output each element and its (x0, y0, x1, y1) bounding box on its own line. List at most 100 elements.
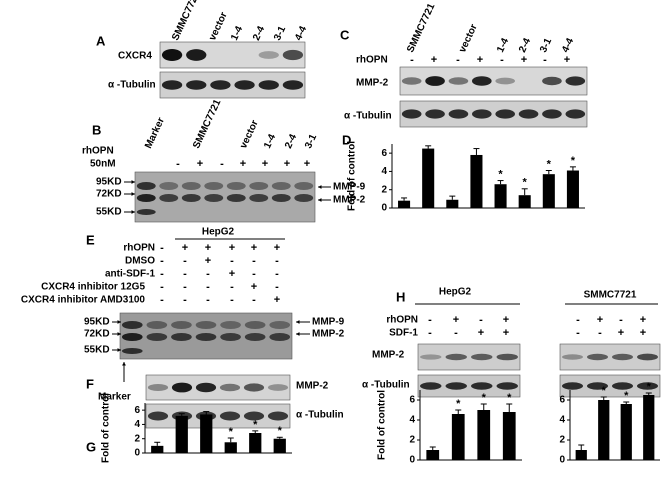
cell-label: HepG2 (439, 287, 472, 298)
panel-label: B (92, 122, 101, 137)
sign: - (160, 242, 164, 254)
lane-label: 3-1 (538, 36, 554, 54)
arrow-head (296, 320, 300, 324)
sign: - (598, 327, 602, 339)
y-tick-label: 2 (409, 435, 415, 446)
band (612, 353, 633, 361)
band (226, 182, 246, 190)
sign: - (619, 314, 623, 326)
band (445, 382, 467, 390)
band-label: MMP-9 (312, 317, 345, 328)
arrow-head (296, 332, 300, 336)
sign: - (220, 158, 224, 170)
lane-label: 1-4 (229, 24, 245, 42)
arrow-head (318, 198, 322, 202)
band (282, 80, 304, 90)
band (146, 321, 168, 329)
sign: - (410, 54, 414, 66)
sign: + (262, 158, 268, 170)
sign: - (428, 327, 432, 339)
band (425, 76, 445, 86)
y-tick-label: 4 (409, 415, 415, 426)
significance: * (278, 425, 283, 437)
band (587, 382, 608, 390)
bar (542, 174, 555, 208)
band (243, 383, 265, 392)
band (243, 411, 265, 421)
blot (559, 374, 661, 398)
panel-label: C (340, 27, 350, 42)
y-tick-label: 6 (134, 405, 140, 416)
significance: * (507, 392, 512, 404)
bar (249, 433, 262, 453)
lane-label: vector (457, 22, 480, 54)
sign: + (274, 294, 280, 306)
y-tick-label: 2 (134, 433, 140, 444)
marker-label: 72KD (84, 329, 110, 340)
bar (566, 170, 579, 208)
marker-label: 55KD (96, 207, 122, 218)
significance: * (647, 381, 652, 393)
band (136, 209, 156, 215)
band (121, 333, 143, 341)
band (471, 353, 493, 361)
band (244, 333, 266, 341)
band (565, 76, 586, 86)
band (195, 321, 217, 329)
arrow-head (117, 320, 121, 324)
sign: - (456, 54, 460, 66)
sign: - (183, 281, 187, 293)
sign: + (274, 242, 280, 254)
band (565, 109, 586, 119)
row-label: α -Tubulin (296, 410, 344, 421)
sign: - (160, 281, 164, 293)
band (171, 333, 192, 341)
sign: - (230, 294, 234, 306)
row-label: α -Tubulin (344, 111, 392, 122)
band (186, 80, 207, 90)
sign: + (564, 54, 570, 66)
sign: - (183, 268, 187, 280)
band (195, 333, 217, 341)
panel-label: D (342, 132, 351, 147)
y-axis-label: Fold of control (377, 390, 388, 460)
sign: - (576, 327, 580, 339)
band (420, 354, 442, 360)
significance: * (482, 392, 487, 404)
band (471, 76, 492, 86)
band (401, 109, 422, 119)
row-label: 50nM (90, 159, 116, 170)
row-label: rhOPN (386, 315, 418, 326)
sign: + (251, 281, 257, 293)
band (271, 182, 291, 190)
band (219, 411, 241, 421)
band (562, 354, 583, 360)
band-label: MMP-9 (333, 182, 366, 193)
sign: + (284, 158, 290, 170)
significance: * (456, 398, 461, 410)
row-label: anti-SDF-1 (105, 269, 155, 280)
band (518, 109, 539, 119)
bar (470, 154, 483, 208)
band (425, 109, 445, 119)
bar (398, 200, 411, 208)
bar (273, 438, 286, 453)
sign: + (205, 255, 211, 267)
lane-label: 1-4 (262, 132, 278, 150)
y-tick-label: 0 (381, 203, 387, 214)
lane-label: SMMC7721 (191, 97, 223, 150)
band (420, 382, 442, 390)
lane-label: SMMC7721 (405, 1, 437, 54)
y-tick-label: 0 (134, 448, 140, 459)
y-tick-label: 6 (409, 395, 415, 406)
band (271, 194, 291, 202)
panel-label: E (86, 232, 95, 247)
bar (518, 195, 531, 208)
band (147, 411, 169, 421)
band (121, 348, 143, 354)
arrow-head (122, 362, 126, 366)
bar (598, 400, 610, 460)
sign: + (304, 158, 310, 170)
sign: - (576, 314, 580, 326)
bar (502, 412, 516, 460)
